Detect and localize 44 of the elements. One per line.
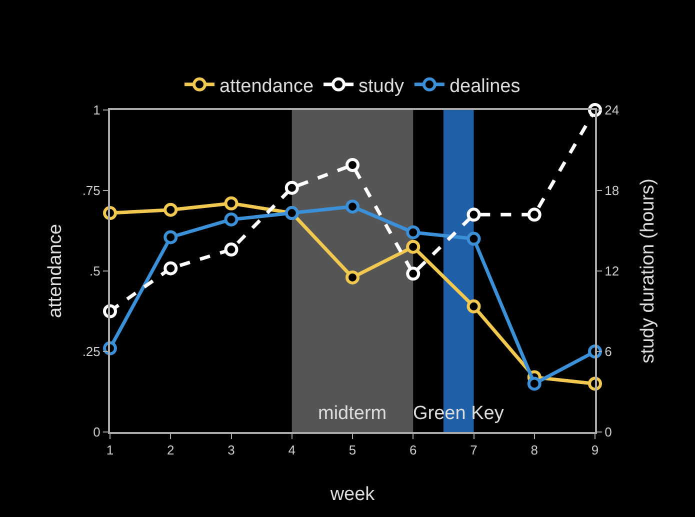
y2-tick-label: 0 (604, 424, 612, 440)
point (466, 208, 481, 222)
x-tick-label: 5 (348, 442, 356, 458)
y-axis-title: attendance (45, 224, 66, 318)
y-tick-label: 1 (93, 102, 100, 118)
point (346, 158, 360, 172)
point (466, 299, 481, 314)
x-tick-label: 4 (288, 442, 296, 458)
y2-axis-title: study duration (hours) (638, 178, 658, 364)
x-tick-label: 7 (470, 442, 478, 458)
point (164, 261, 178, 276)
y-tick-label: .5 (90, 264, 100, 279)
y2-tick-label: 24 (604, 102, 620, 118)
x-axis-title: week (329, 484, 376, 505)
x-tick-label: 2 (167, 442, 174, 458)
point (527, 208, 542, 222)
point (406, 266, 420, 281)
point (164, 230, 178, 244)
point (466, 232, 481, 246)
x-tick-label: 3 (228, 442, 235, 458)
point (346, 200, 360, 214)
x-tick-label: 1 (106, 442, 114, 458)
legend-label: study (358, 76, 404, 97)
legend-label: dealines (449, 76, 520, 97)
y-tick-label: 0 (93, 424, 100, 440)
band-label: midterm (318, 403, 387, 424)
y2-tick-label: 12 (604, 264, 620, 279)
point (406, 240, 420, 254)
x-tick-label: 6 (410, 442, 417, 458)
point (284, 180, 299, 195)
y2-tick-label: 18 (604, 183, 620, 198)
x-tick-label: 9 (591, 442, 599, 458)
point (527, 376, 542, 391)
point (164, 202, 178, 217)
y-tick-label: .75 (82, 183, 100, 198)
y2-tick-label: 6 (604, 344, 612, 360)
y-tick-label: .25 (82, 344, 100, 360)
x-tick-label: 8 (530, 442, 538, 458)
point (224, 212, 238, 226)
legend-label: attendance (220, 76, 314, 97)
point (346, 270, 360, 284)
point (224, 196, 238, 210)
point (406, 225, 420, 240)
point (224, 242, 238, 257)
